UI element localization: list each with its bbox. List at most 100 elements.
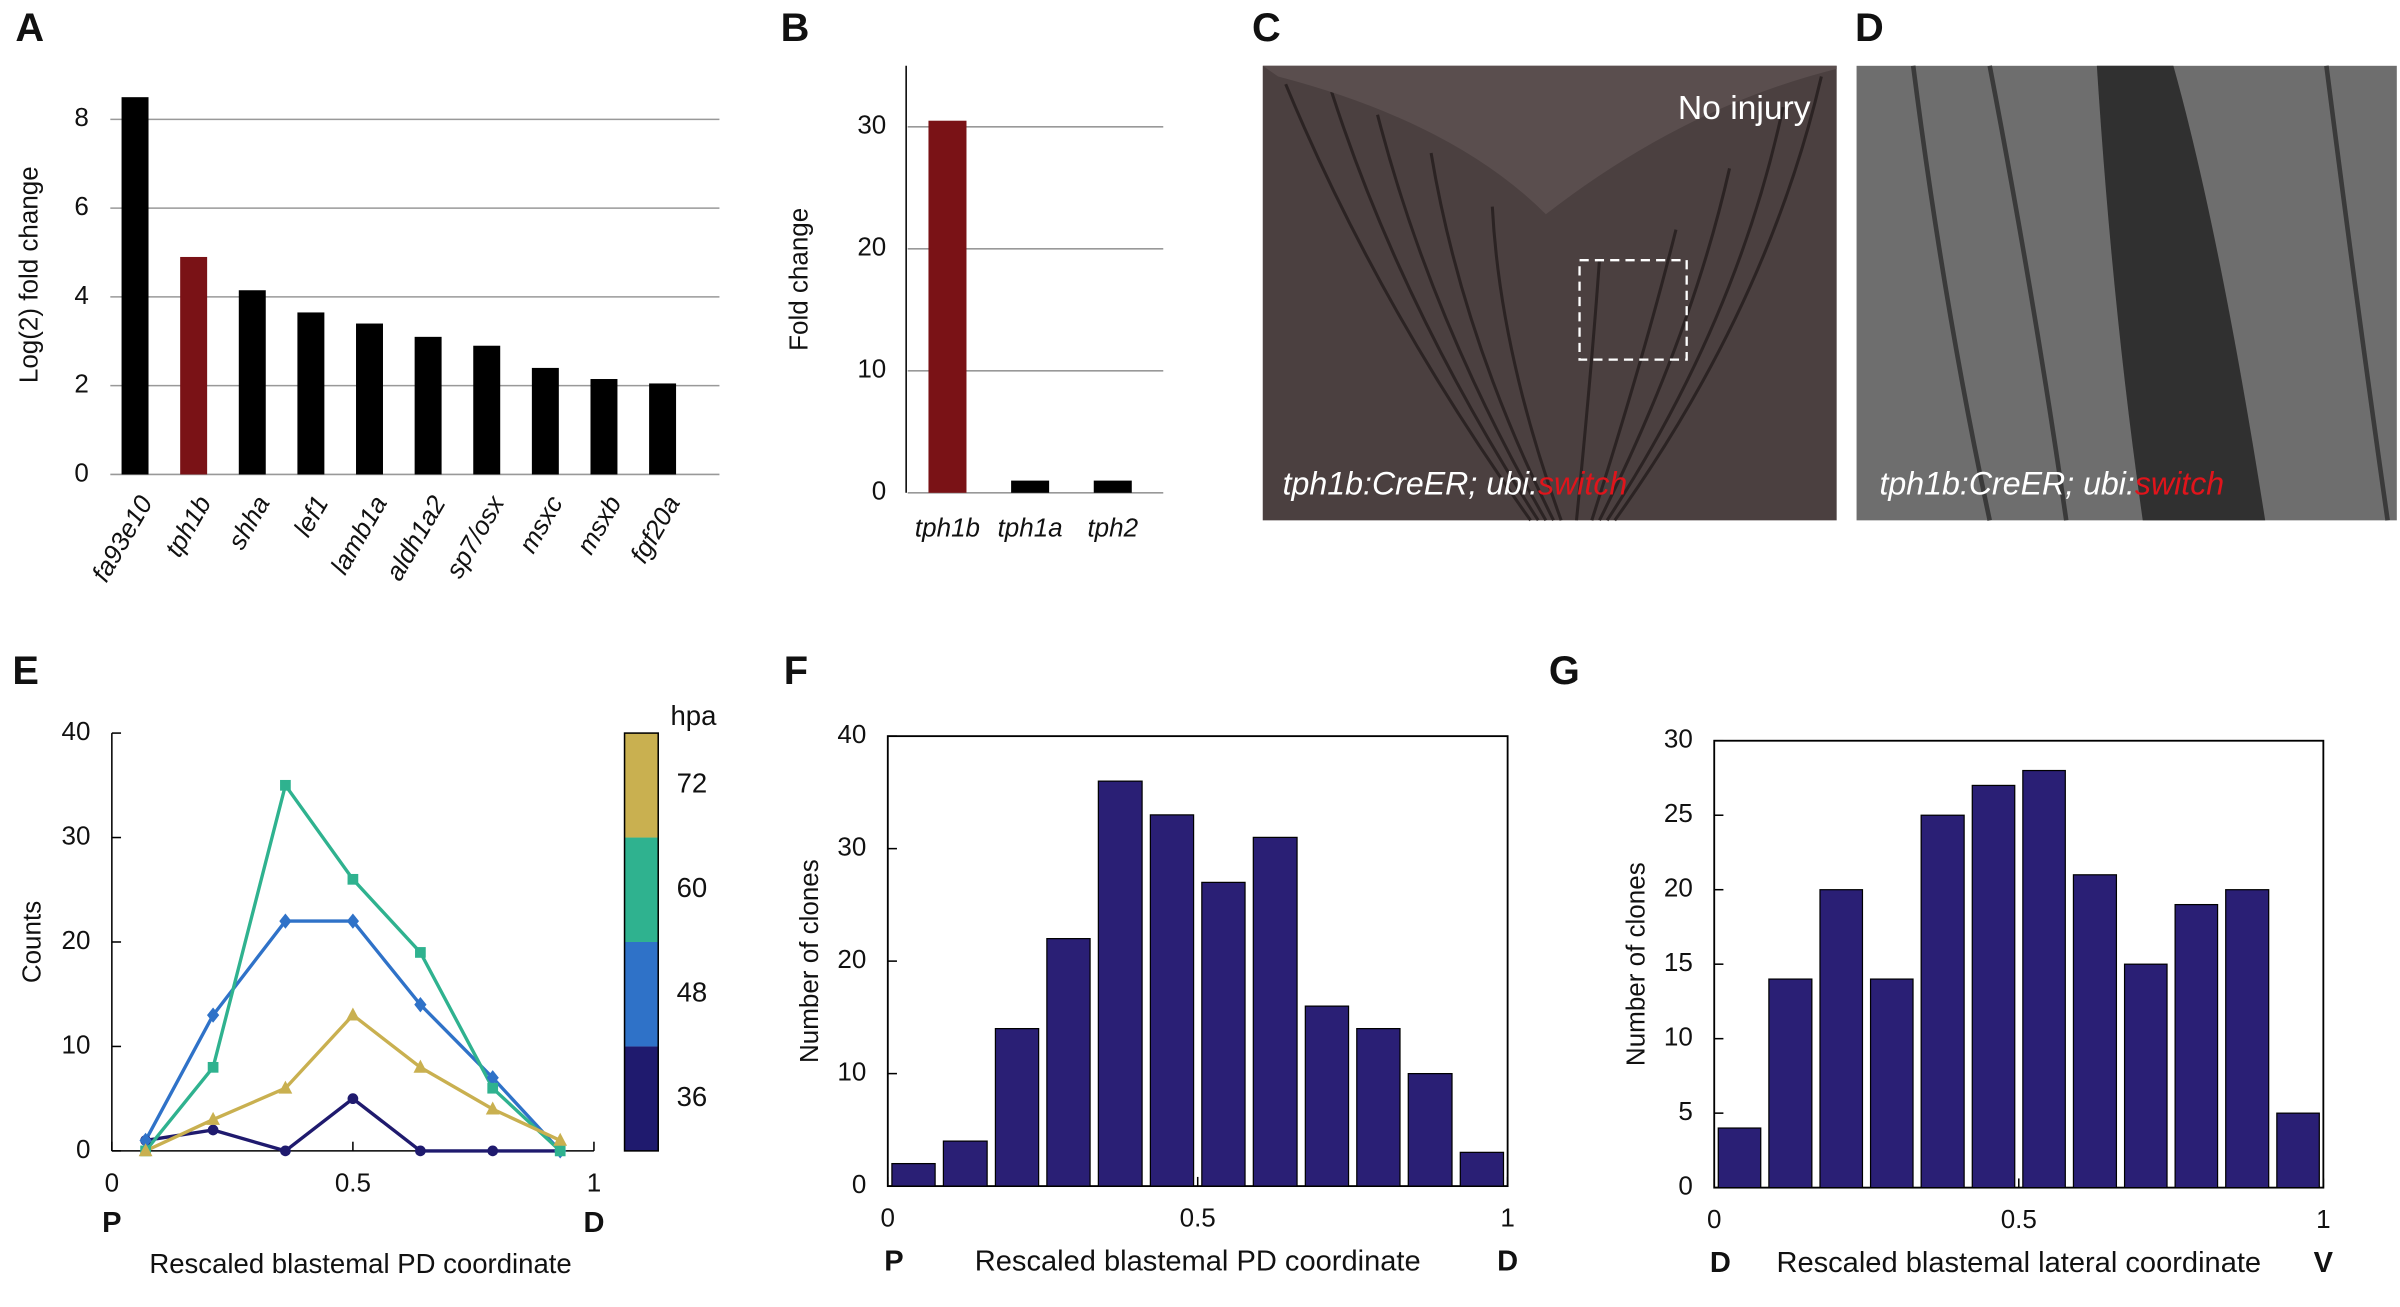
y-tick-label: 0 — [852, 1169, 866, 1199]
bar — [1097, 780, 1143, 1187]
x-tick-label: tph1b — [159, 490, 218, 561]
bar — [994, 1027, 1040, 1187]
colorbar-segment — [624, 1046, 659, 1151]
y-axis-label: Fold change — [783, 208, 813, 351]
bar — [238, 290, 266, 475]
y-tick-label: 0 — [76, 1134, 90, 1164]
x-axis-label: Rescaled blastemal lateral coordinate — [1776, 1247, 2261, 1279]
marker — [487, 1145, 499, 1157]
panel-letter: E — [12, 649, 39, 693]
marker — [553, 1132, 568, 1146]
label: tph1b:CreER; ubi: — [1880, 466, 2135, 502]
bar — [121, 97, 149, 475]
y-tick-label: 30 — [837, 832, 866, 862]
series-line — [144, 919, 562, 1153]
bar — [2072, 874, 2118, 1189]
rays — [1910, 65, 2390, 521]
bar — [1149, 814, 1195, 1187]
marker — [414, 997, 427, 1013]
bar — [1869, 978, 1914, 1189]
x-end-label: V — [2314, 1247, 2334, 1279]
bar — [473, 345, 501, 475]
panel-letter: A — [15, 6, 44, 50]
x-tick-label: 0.5 — [2001, 1204, 2037, 1234]
x-axis-label: Rescaled blastemal PD coordinate — [975, 1245, 1421, 1277]
bar — [2225, 889, 2270, 1189]
y-tick-label: 20 — [837, 944, 866, 974]
colorbar-segment — [624, 941, 659, 1047]
bar — [2123, 963, 2168, 1189]
bar — [531, 367, 559, 475]
x-tick-label: 1 — [1500, 1203, 1514, 1233]
label-highlight: switch — [2135, 466, 2224, 502]
marker — [347, 1093, 359, 1105]
bar — [2022, 769, 2066, 1189]
legend-title: hpa — [670, 700, 717, 731]
y-tick-label: 40 — [62, 716, 91, 746]
x-tick-label: shha — [221, 490, 275, 554]
y-tick-label: 30 — [1664, 724, 1693, 754]
legend-label: 60 — [677, 872, 708, 903]
bar — [297, 312, 325, 475]
y-axis-label: Counts — [17, 901, 47, 983]
marker — [554, 1145, 566, 1157]
image-panel-d: tph1b:CreER; ubi:switch D — [1855, 6, 2397, 521]
x-tick-label: tph1a — [998, 512, 1063, 542]
colorbar-segment — [624, 733, 659, 838]
x-tick-label: fgf20a — [624, 490, 686, 568]
y-tick-label: 20 — [1664, 873, 1693, 903]
bar — [1920, 814, 1965, 1189]
marker — [280, 1145, 291, 1157]
bar — [414, 336, 442, 475]
marker — [207, 1061, 219, 1073]
bar — [1046, 938, 1091, 1187]
y-tick-label: 0 — [1678, 1171, 1692, 1201]
y-tick-label: 0 — [74, 457, 88, 487]
x-tick-label: tph2 — [1087, 512, 1138, 542]
y-tick-label: 20 — [857, 232, 886, 262]
bar — [356, 323, 383, 475]
colorbar-segment — [624, 837, 659, 942]
y-tick-label: 6 — [74, 191, 88, 221]
bar — [1252, 836, 1298, 1187]
marker — [207, 1124, 219, 1136]
marker — [279, 913, 292, 929]
bar — [2276, 1112, 2320, 1189]
panel-letter: F — [784, 649, 808, 693]
y-tick-label: 10 — [837, 1056, 866, 1086]
x-tick-label: msxb — [570, 490, 627, 559]
x-tick-label: 1 — [2316, 1204, 2330, 1234]
x-tick-label: lef1 — [287, 490, 334, 541]
bar — [1304, 1005, 1350, 1187]
y-tick-label: 30 — [857, 110, 886, 140]
y-axis-label: Number of clones — [1621, 862, 1651, 1066]
background — [1262, 65, 1837, 215]
panel-letter: B — [781, 6, 810, 50]
x-tick-label: 0 — [881, 1203, 895, 1233]
panel-letter: C — [1252, 6, 1281, 50]
bar — [1093, 480, 1132, 493]
y-tick-label: 30 — [62, 820, 91, 850]
y-tick-label: 0 — [872, 476, 886, 506]
marker — [138, 1143, 153, 1157]
y-tick-label: 15 — [1664, 947, 1693, 977]
y-tick-label: 25 — [1664, 798, 1693, 828]
y-tick-label: 10 — [62, 1029, 91, 1059]
image-label: tph1b:CreER; ubi:switch — [1283, 466, 1628, 502]
marker — [206, 1007, 220, 1023]
image-label: tph1b:CreER; ubi:switch — [1880, 466, 2225, 502]
image-panel-c: No injury tph1b:CreER; ubi:switch C — [1252, 6, 1837, 522]
x-end-label: P — [884, 1245, 903, 1277]
bar — [891, 1162, 936, 1187]
bar — [590, 379, 618, 475]
marker — [485, 1101, 500, 1115]
y-tick-label: 10 — [857, 354, 886, 384]
dark-band — [2096, 65, 2266, 521]
image-caption: No injury — [1678, 90, 1811, 127]
x-end-label: D — [1710, 1247, 1731, 1279]
x-tick-label: 0.5 — [335, 1167, 371, 1197]
marker — [346, 913, 360, 929]
marker — [413, 1059, 428, 1073]
x-tick-label: 0.5 — [1180, 1203, 1216, 1233]
